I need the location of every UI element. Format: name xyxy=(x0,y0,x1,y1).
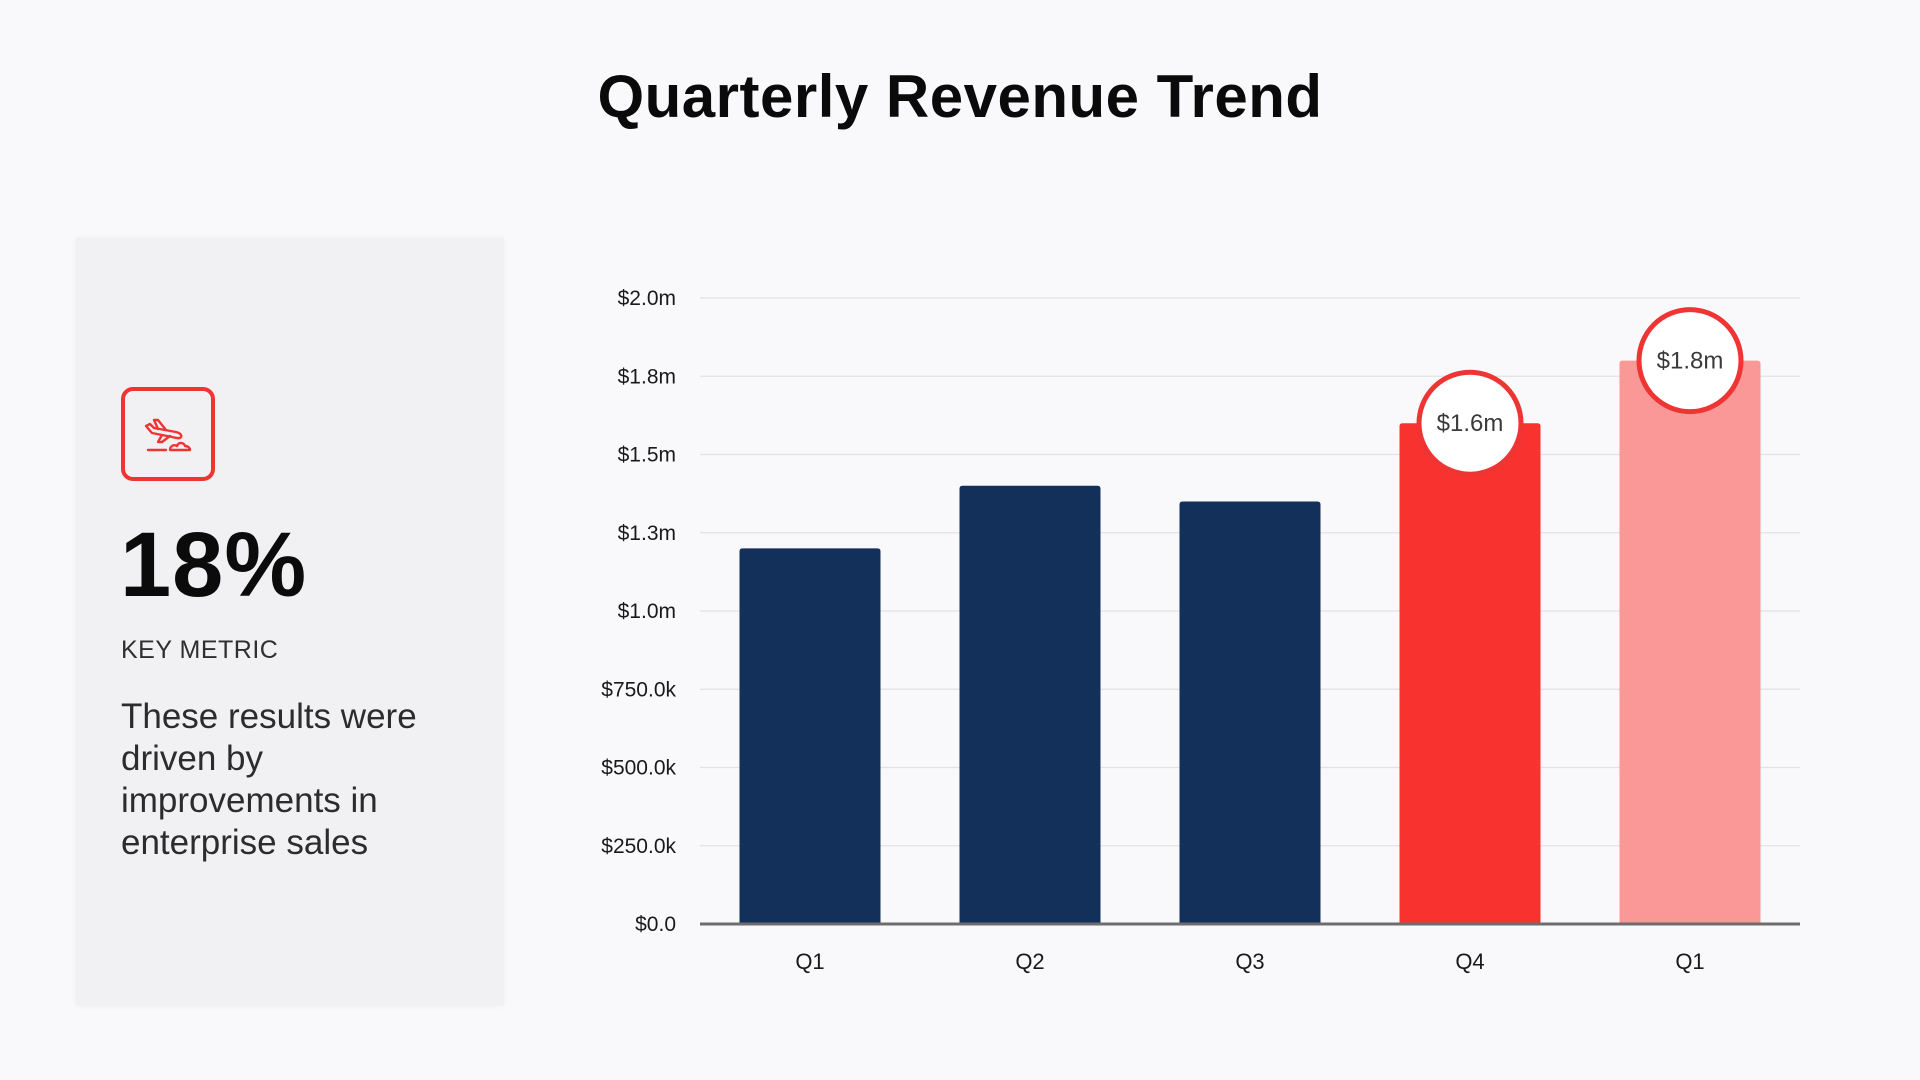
data-label-bubble xyxy=(1416,369,1524,477)
revenue-bar-chart: $0.0 $250.0k $500.0k $750.0k $1.0m $1.3m $1.5m… xyxy=(601,287,1800,974)
y-tick-label: $750.0k xyxy=(601,678,676,701)
key-metric-card: 18% KEY METRIC These results were driven… xyxy=(76,238,504,1006)
metric-value: 18% xyxy=(120,514,308,616)
data-label: $1.6m xyxy=(1437,410,1504,437)
data-label-bubble xyxy=(1636,307,1744,415)
y-tick-label: $2.0m xyxy=(618,287,676,310)
x-tick-label: Q4 xyxy=(1455,949,1484,974)
bar xyxy=(1619,360,1761,925)
y-tick-label: $1.5m xyxy=(618,444,676,467)
bar xyxy=(1399,423,1541,924)
bar xyxy=(1179,501,1321,924)
x-tick-label: Q3 xyxy=(1235,949,1264,974)
metric-label: KEY METRIC xyxy=(121,636,279,664)
metric-description: These results were driven by improvement… xyxy=(121,697,417,862)
airplane-landing-icon-graphic xyxy=(144,418,192,452)
y-tick-label: $1.0m xyxy=(618,600,676,623)
y-tick-label: $250.0k xyxy=(601,835,676,858)
x-tick-label: Q1 xyxy=(1675,949,1704,974)
bar xyxy=(959,485,1101,924)
x-tick-label: Q1 xyxy=(795,949,824,974)
data-label: $1.8m xyxy=(1657,348,1724,375)
x-tick-label: Q2 xyxy=(1015,949,1044,974)
y-tick-label: $500.0k xyxy=(601,757,676,780)
y-tick-label: $0.0 xyxy=(635,913,676,936)
airplane-landing-icon xyxy=(121,387,215,481)
y-tick-label: $1.8m xyxy=(618,365,676,388)
page-title: Quarterly Revenue Trend xyxy=(597,63,1323,130)
y-tick-label: $1.3m xyxy=(618,522,676,545)
bar xyxy=(739,548,881,924)
